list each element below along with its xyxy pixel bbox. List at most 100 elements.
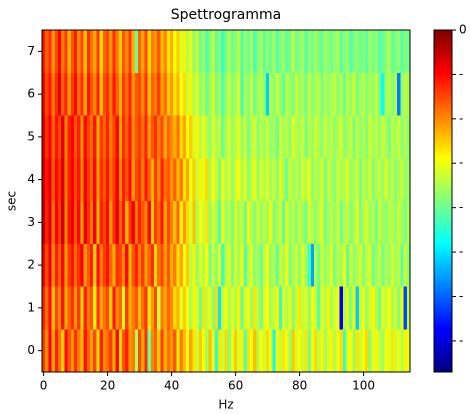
cell xyxy=(125,243,129,287)
cell xyxy=(144,286,148,330)
cell xyxy=(112,243,116,287)
cell xyxy=(390,72,395,116)
cell xyxy=(269,201,273,244)
cell xyxy=(262,72,267,116)
cell xyxy=(141,243,145,287)
cell xyxy=(368,243,372,287)
cell xyxy=(394,158,398,201)
cell xyxy=(221,286,225,330)
cell xyxy=(61,243,65,287)
cell xyxy=(166,286,171,330)
cell xyxy=(285,243,289,287)
cell xyxy=(250,243,254,287)
cell xyxy=(218,30,222,73)
cell xyxy=(54,30,59,73)
cell xyxy=(269,243,273,287)
cell xyxy=(269,329,273,372)
cell xyxy=(368,158,372,201)
cell xyxy=(58,286,62,330)
cell xyxy=(397,243,401,287)
cell xyxy=(198,72,203,116)
cell xyxy=(48,30,52,73)
cell xyxy=(54,286,59,330)
cell xyxy=(390,286,395,330)
cell xyxy=(237,158,241,201)
cell xyxy=(173,329,177,372)
cell xyxy=(285,201,289,244)
cell xyxy=(227,243,232,287)
cell xyxy=(221,30,225,73)
cell xyxy=(256,243,260,287)
cell xyxy=(291,158,296,201)
cell xyxy=(74,115,78,159)
colorbar xyxy=(433,29,453,373)
cell xyxy=(400,115,404,159)
cell xyxy=(214,201,219,244)
y-tick-label: 2 xyxy=(27,258,35,272)
x-tick-label: 80 xyxy=(292,379,307,393)
cell xyxy=(253,72,257,116)
cell xyxy=(202,243,206,287)
cell xyxy=(195,158,200,201)
cell xyxy=(74,243,78,287)
cell xyxy=(122,72,126,116)
cell xyxy=(288,201,292,244)
cell xyxy=(138,72,142,116)
cell xyxy=(326,158,331,201)
cell xyxy=(67,329,72,372)
cell xyxy=(176,201,180,244)
cell xyxy=(221,201,225,244)
cell xyxy=(269,72,273,116)
cell xyxy=(198,329,203,372)
cell xyxy=(214,115,219,159)
cell xyxy=(157,72,161,116)
cell xyxy=(125,286,129,330)
cell xyxy=(346,243,350,287)
cell xyxy=(192,201,196,244)
cell xyxy=(115,201,120,244)
x-tick-label: 0 xyxy=(40,379,48,393)
cell xyxy=(224,329,228,372)
cell xyxy=(250,329,254,372)
cell xyxy=(205,329,209,372)
cell xyxy=(352,115,356,159)
cell xyxy=(61,30,65,73)
cell xyxy=(333,329,337,372)
cell xyxy=(182,201,187,244)
cell xyxy=(170,30,174,73)
cell xyxy=(304,286,308,330)
cell xyxy=(173,286,177,330)
cell xyxy=(387,329,392,372)
cell xyxy=(400,243,404,287)
cell xyxy=(61,115,65,159)
cell xyxy=(131,201,136,244)
cell xyxy=(362,286,366,330)
cell xyxy=(90,329,94,372)
cell xyxy=(314,158,318,201)
cell xyxy=(291,201,296,244)
cell xyxy=(157,201,161,244)
cell xyxy=(275,30,280,73)
cell xyxy=(256,158,260,201)
cell xyxy=(285,30,289,73)
cell xyxy=(378,329,382,372)
cell xyxy=(390,329,395,372)
cell xyxy=(106,30,110,73)
colorbar-tick-label: - xyxy=(459,111,463,125)
cell xyxy=(96,329,100,372)
cell xyxy=(208,329,212,372)
cell xyxy=(326,329,331,372)
cell xyxy=(243,329,248,372)
cell xyxy=(144,72,148,116)
cell xyxy=(86,243,91,287)
cell xyxy=(122,30,126,73)
cell xyxy=(134,243,139,287)
cell xyxy=(45,30,49,73)
cell xyxy=(256,286,260,330)
cell xyxy=(77,72,81,116)
cell xyxy=(83,329,88,372)
cell xyxy=(99,72,104,116)
cell xyxy=(294,158,299,201)
cell xyxy=(134,201,139,244)
cell xyxy=(205,115,209,159)
